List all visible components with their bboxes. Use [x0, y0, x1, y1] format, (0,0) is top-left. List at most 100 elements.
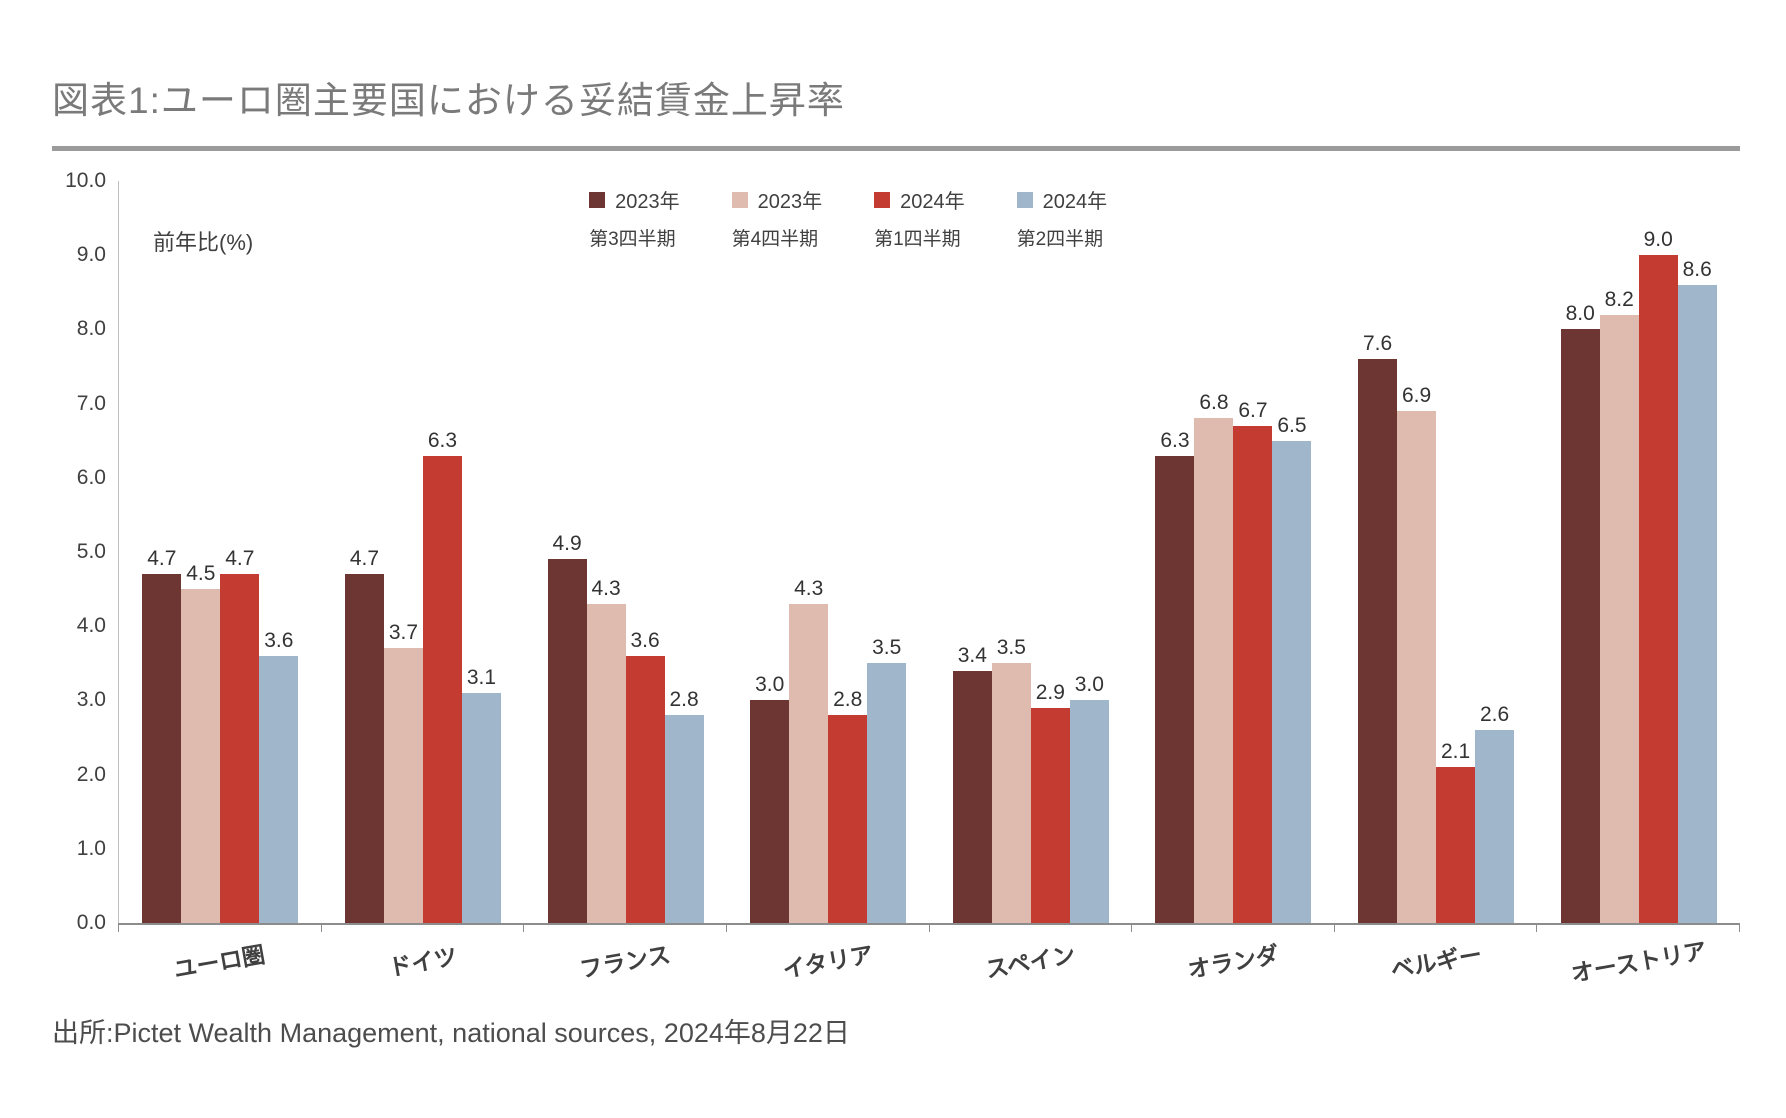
- bar-column: 2.8: [664, 181, 704, 923]
- y-tick-label: 8.0: [76, 317, 106, 341]
- bar-group: 4.7 4.5 4.7 3.6: [119, 181, 322, 923]
- bar-groups: 4.7 4.5 4.7 3.6 4.7 3.7 6.3 3.1 4.9 4.3 3.6 2.8 3.0 4…: [119, 181, 1740, 923]
- bar: [750, 700, 790, 923]
- bar-group: 6.3 6.8 6.7 6.5: [1132, 181, 1335, 923]
- legend-label-quarter: 第1四半期: [874, 229, 961, 250]
- bar-value-label: 3.6: [264, 628, 294, 652]
- x-category-label: フランス: [577, 941, 673, 983]
- bar: [789, 603, 829, 923]
- bar: [1638, 255, 1678, 923]
- bar: [1069, 700, 1109, 923]
- bar-column: 3.7: [383, 181, 423, 923]
- x-axis-labels: ユーロ圏 ドイツ フランス イタリア スペイン オランダ ベルギー オーストリア: [118, 925, 1740, 986]
- x-category-label: スペイン: [983, 941, 1078, 983]
- y-tick-label: 0.0: [76, 911, 106, 934]
- x-axis-tick: [725, 923, 727, 932]
- bar: [1233, 425, 1273, 923]
- bar-group: 4.9 4.3 3.6 2.8: [524, 181, 727, 923]
- bar-value-label: 8.2: [1604, 287, 1634, 311]
- bar: [1397, 411, 1437, 923]
- bar-column: 3.0: [1069, 181, 1109, 923]
- bar-value-label: 3.0: [755, 673, 785, 697]
- x-axis-tick: [523, 923, 525, 932]
- bar-value-label: 3.1: [466, 665, 497, 689]
- x-category-label: オランダ: [1185, 941, 1282, 983]
- bar: [625, 655, 665, 923]
- bar-value-label: 3.0: [1074, 673, 1104, 697]
- title-divider: [52, 146, 1740, 151]
- legend-label-year: 2024年: [1042, 191, 1108, 213]
- bar: [1560, 329, 1600, 923]
- bar-value-label: 4.3: [794, 576, 824, 600]
- y-axis-unit-label: 前年比(%): [153, 230, 254, 255]
- bar-column: 4.5: [181, 181, 221, 923]
- bar: [664, 715, 704, 923]
- bar-column: 8.6: [1677, 181, 1717, 923]
- x-category-label: ユーロ圏: [172, 941, 268, 983]
- bar-column: 4.7: [344, 181, 384, 923]
- bar-column: 3.5: [991, 181, 1031, 923]
- bar-column: 4.3: [789, 181, 829, 923]
- legend-label-quarter: 第2四半期: [1016, 229, 1104, 250]
- bar-column: 6.8: [1194, 181, 1234, 923]
- legend-label-year: 2024年: [900, 191, 965, 213]
- bar: [547, 559, 587, 923]
- wage-growth-chart: 10.0 9.0 8.0 7.0 6.0 5.0 4.0 3.0 2.0 1.0 0.0 前年比(%…: [52, 169, 1740, 987]
- bar-column: 2.8: [828, 181, 868, 923]
- bar: [1030, 707, 1070, 923]
- bar-column: 8.2: [1599, 181, 1639, 923]
- bar-group: 3.0 4.3 2.8 3.5: [727, 181, 930, 923]
- legend-label-year: 2023年: [757, 191, 823, 213]
- bar-column: 3.1: [461, 181, 501, 923]
- bar-column: 3.5: [867, 181, 907, 923]
- bar-value-label: 6.7: [1238, 398, 1268, 422]
- bar-value-label: 4.9: [552, 532, 582, 556]
- bar-value-label: 6.3: [427, 428, 458, 452]
- x-axis-tick: [1739, 923, 1740, 932]
- bar-column: 4.9: [547, 181, 587, 923]
- bar-value-label: 2.6: [1479, 703, 1510, 727]
- bar-value-label: 4.5: [186, 562, 216, 586]
- legend-item: 2023年 第4四半期: [731, 185, 823, 251]
- bar-column: 3.0: [750, 181, 790, 923]
- legend-swatch: [1016, 191, 1033, 208]
- bar-column: 3.6: [625, 181, 665, 923]
- bar-column: 6.3: [1155, 181, 1195, 923]
- bar-column: 6.7: [1233, 181, 1273, 923]
- bar-value-label: 6.3: [1160, 428, 1190, 452]
- y-tick-label: 7.0: [76, 391, 106, 415]
- bar-value-label: 6.8: [1199, 391, 1229, 415]
- bar-value-label: 3.4: [957, 643, 987, 667]
- bar-column: 9.0: [1638, 181, 1678, 923]
- legend-label-year: 2023年: [615, 191, 680, 213]
- bar-value-label: 8.6: [1682, 257, 1712, 281]
- bar-value-label: 8.0: [1565, 302, 1595, 326]
- legend-label-quarter: 第3四半期: [589, 229, 676, 250]
- bar-group: 7.6 6.9 2.1 2.6: [1335, 181, 1538, 923]
- bar-column: 2.9: [1030, 181, 1070, 923]
- bar-column: 2.6: [1475, 181, 1515, 923]
- x-category-label: ドイツ: [386, 943, 459, 981]
- y-axis: 10.0 9.0 8.0 7.0 6.0 5.0 4.0 3.0 2.0 1.0 0.0: [52, 169, 118, 934]
- legend-item: 2023年第3四半期: [589, 185, 680, 251]
- bar-value-label: 2.8: [833, 688, 863, 712]
- bar-value-label: 4.7: [147, 547, 177, 571]
- x-axis-tick: [320, 923, 322, 932]
- legend-item: 2024年第1四半期: [874, 185, 965, 251]
- bar-group: 4.7 3.7 6.3 3.1: [322, 181, 525, 923]
- x-axis-tick: [1333, 923, 1335, 932]
- bar: [1475, 730, 1515, 923]
- bar-value-label: 3.6: [630, 628, 660, 652]
- bar-value-label: 3.5: [996, 636, 1026, 660]
- y-tick-label: 1.0: [76, 836, 106, 860]
- bar-value-label: 6.5: [1277, 413, 1307, 437]
- bar: [383, 648, 423, 923]
- y-tick-label: 3.0: [76, 688, 106, 712]
- bar-group: 3.4 3.5 2.9 3.0: [930, 181, 1133, 923]
- bar-column: 6.9: [1397, 181, 1437, 923]
- bar-value-label: 6.9: [1401, 384, 1432, 408]
- bar: [867, 663, 907, 923]
- x-category-label: ベルギー: [1388, 941, 1484, 983]
- bar: [142, 574, 182, 923]
- bar: [828, 715, 868, 923]
